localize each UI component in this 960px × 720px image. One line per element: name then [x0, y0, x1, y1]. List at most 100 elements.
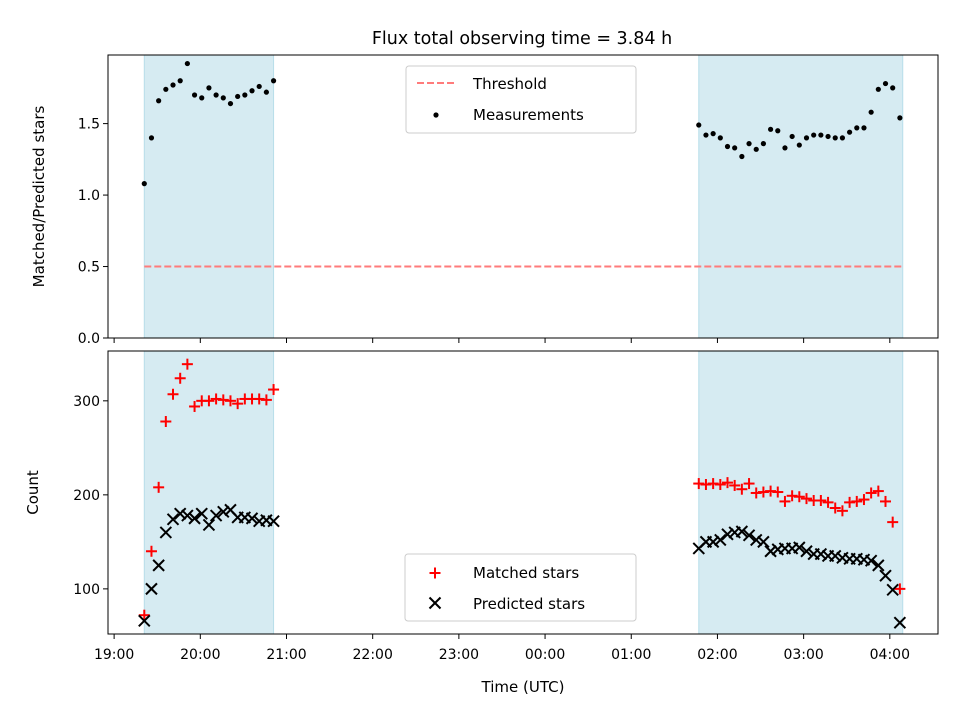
x-tick-label: 04:00 [870, 647, 910, 663]
predicted-star-point-b [159, 526, 173, 539]
predicted-star-point-b [735, 525, 749, 538]
predicted-star-point-b [879, 569, 892, 582]
predicted-star-point [188, 512, 201, 525]
predicted-star-point [202, 518, 216, 532]
predicted-star-point [750, 533, 763, 547]
predicted-star-point-b [764, 545, 777, 558]
measurement-point [724, 143, 731, 150]
predicted-star-point [886, 583, 899, 597]
legend-matched-swatch [429, 567, 441, 579]
predicted-star-point-b [181, 509, 194, 522]
measurement-point [767, 126, 774, 132]
measurement-point [739, 153, 745, 160]
y-tick-label: 100 [73, 582, 100, 598]
predicted-star-point [195, 507, 208, 520]
measurement-point [710, 131, 716, 137]
legend-box-bottom [404, 553, 637, 622]
measurement-point [875, 86, 881, 92]
matched-star-point [772, 486, 784, 498]
predicted-star-point-b [872, 559, 885, 572]
predicted-star-point-b [138, 614, 151, 628]
legend-matched-label: Matched stars [473, 564, 579, 582]
measurement-point [242, 92, 248, 98]
matched-star-point [203, 395, 215, 407]
matched-star-point [865, 487, 877, 499]
measurement-point [263, 89, 269, 95]
x-axis-label: Time (UTC) [481, 678, 565, 696]
measurement-point [839, 135, 846, 141]
x-tick-label: 19:00 [94, 647, 134, 663]
predicted-star-point-b [793, 541, 806, 554]
matched-star-point [721, 477, 733, 489]
x-tick-label: 22:00 [353, 647, 393, 663]
measurement-point [775, 128, 781, 134]
matched-star-point [224, 395, 236, 407]
axes-frame-1 [107, 350, 939, 635]
observing-window [143, 350, 275, 635]
measurement-point [141, 181, 147, 187]
measurement-point [746, 141, 752, 147]
predicted-star-point-b [714, 533, 727, 547]
measurement-point [760, 141, 767, 147]
matched-star-point [779, 495, 791, 507]
matched-star-point [880, 495, 892, 507]
measurement-point [753, 146, 759, 152]
y-tick-label: 300 [73, 394, 100, 410]
predicted-star-point [173, 507, 187, 520]
matched-star-point [801, 493, 813, 505]
measurement-point [227, 100, 234, 107]
matched-star-point [714, 479, 726, 491]
predicted-star-point-b [245, 512, 259, 525]
predicted-star-point-b [224, 503, 237, 517]
measurement-point [732, 145, 738, 151]
y-axis-label: Count [24, 470, 42, 515]
y-tick-label: 0.0 [78, 331, 100, 347]
predicted-star-point-b [145, 582, 158, 596]
predicted-star-point-b [893, 616, 907, 629]
matched-star-point [815, 494, 827, 506]
legend-predicted-swatch [428, 596, 442, 610]
y-tick-label: 1.0 [78, 188, 100, 204]
predicted-star-point-b [742, 529, 756, 542]
legend-box-top [405, 65, 637, 134]
y-axis-label: Matched/Predicted stars [30, 106, 48, 288]
measurement-point [156, 98, 162, 104]
matched-star-point [851, 495, 863, 507]
matched-star-point [260, 394, 272, 406]
matched-star-point [822, 496, 834, 508]
matched-star-point [145, 545, 157, 557]
legend-predicted-label: Predicted stars [473, 595, 585, 613]
measurement-point [703, 132, 709, 138]
measurement-point [163, 86, 169, 92]
predicted-star-point [829, 549, 842, 563]
measurement-point [782, 145, 788, 151]
predicted-star-point [209, 509, 223, 522]
measurement-point [235, 93, 241, 100]
predicted-star-point [159, 526, 173, 539]
predicted-star-point [864, 554, 878, 567]
predicted-star-point [145, 582, 158, 596]
legend-predicted-swatch-b [428, 596, 442, 610]
measurement-point [270, 78, 277, 84]
predicted-star-point [893, 616, 907, 629]
matched-star-point [887, 516, 899, 528]
matched-star-point [793, 491, 805, 503]
measurement-point [220, 95, 226, 101]
measurement-point [249, 88, 255, 94]
predicted-star-point-b [267, 514, 280, 528]
predicted-star-point-b [166, 513, 180, 526]
y-tick-label: 1.5 [78, 117, 100, 133]
measurement-point [148, 135, 155, 141]
x-tick-label: 20:00 [180, 647, 220, 663]
predicted-star-point [735, 525, 749, 538]
matched-star-point [736, 483, 748, 495]
predicted-star-point-b [706, 535, 720, 549]
predicted-star-point [800, 545, 813, 558]
predicted-star-point [764, 545, 777, 558]
panel-0 [143, 54, 904, 339]
x-tick-label: 02:00 [697, 647, 737, 663]
predicted-star-point-b [864, 554, 878, 567]
matched-star-point [858, 494, 870, 506]
measurement-point [796, 142, 802, 148]
